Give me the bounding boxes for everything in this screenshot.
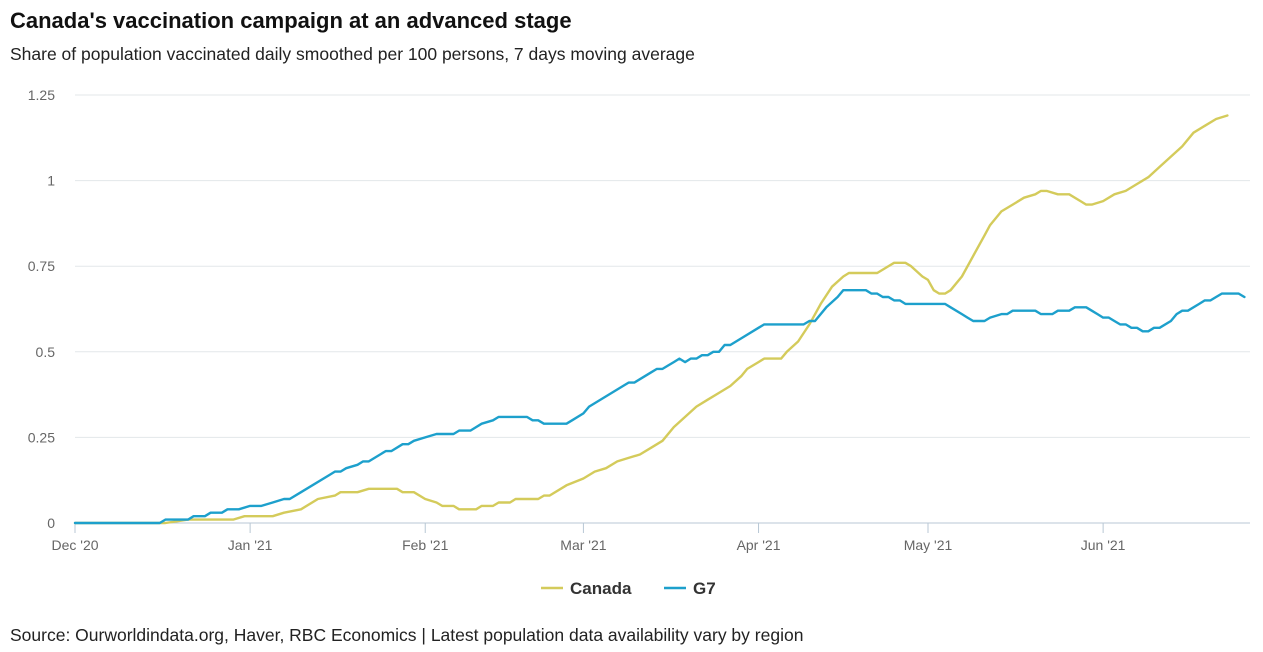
chart-subtitle: Share of population vaccinated daily smo… bbox=[10, 44, 695, 64]
x-tick-label: Dec '20 bbox=[51, 537, 98, 553]
chart-title: Canada's vaccination campaign at an adva… bbox=[10, 8, 572, 33]
legend-item-g7[interactable]: G7 bbox=[664, 579, 716, 598]
y-tick-label: 0.5 bbox=[36, 344, 56, 360]
y-tick-label: 1 bbox=[47, 173, 55, 189]
y-axis: 0 0.25 0.5 0.75 1 1.25 bbox=[28, 87, 55, 531]
y-tick-label: 0 bbox=[47, 515, 55, 531]
series-lines bbox=[73, 114, 1246, 525]
series-line-canada bbox=[73, 114, 1229, 525]
line-chart: 0 0.25 0.5 0.75 1 1.25 Dec '20 Jan '21 Feb '21 M… bbox=[28, 87, 1250, 598]
x-tick-label: May '21 bbox=[904, 537, 953, 553]
y-tick-label: 0.25 bbox=[28, 429, 55, 445]
source-note: Source: Ourworldindata.org, Haver, RBC E… bbox=[10, 625, 804, 645]
gridlines bbox=[75, 94, 1250, 438]
y-tick-label: 1.25 bbox=[28, 87, 55, 103]
x-tick-label: Apr '21 bbox=[737, 537, 781, 553]
x-axis: Dec '20 Jan '21 Feb '21 Mar '21 Apr '21 May '… bbox=[51, 522, 1250, 553]
legend[interactable]: Canada G7 bbox=[541, 579, 716, 598]
x-tick-label: Mar '21 bbox=[560, 537, 606, 553]
legend-item-canada[interactable]: Canada bbox=[541, 579, 632, 598]
x-tick-label: Jan '21 bbox=[228, 537, 273, 553]
legend-label: G7 bbox=[693, 579, 716, 598]
y-tick-label: 0.75 bbox=[28, 258, 55, 274]
x-tick-label: Jun '21 bbox=[1081, 537, 1126, 553]
series-line-g7 bbox=[73, 289, 1246, 525]
x-tick-label: Feb '21 bbox=[402, 537, 448, 553]
legend-label: Canada bbox=[570, 579, 632, 598]
